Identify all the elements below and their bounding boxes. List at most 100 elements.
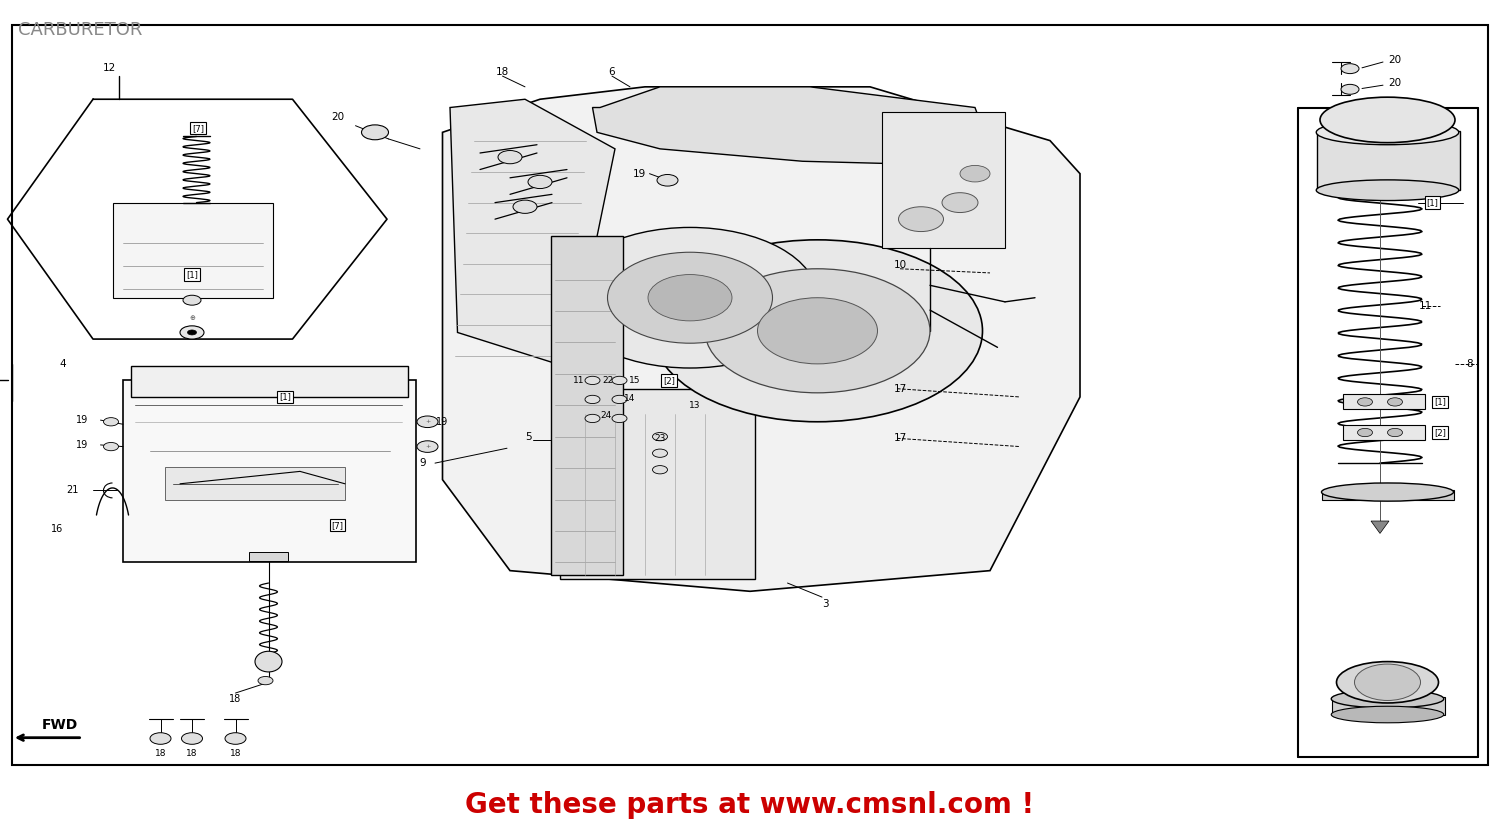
Text: [1]: [1] bbox=[186, 270, 198, 279]
Circle shape bbox=[612, 395, 627, 404]
Circle shape bbox=[225, 733, 246, 744]
Text: 11: 11 bbox=[1419, 301, 1431, 311]
Circle shape bbox=[942, 193, 978, 213]
Text: 9: 9 bbox=[420, 458, 426, 468]
Circle shape bbox=[513, 200, 537, 213]
Text: 14: 14 bbox=[624, 394, 636, 403]
Text: 19: 19 bbox=[76, 415, 88, 425]
Circle shape bbox=[1354, 664, 1420, 700]
Text: +: + bbox=[424, 444, 430, 449]
Bar bbox=[12, 25, 1488, 765]
Polygon shape bbox=[592, 87, 990, 165]
Text: 20: 20 bbox=[1389, 78, 1401, 88]
Ellipse shape bbox=[1322, 483, 1454, 501]
Text: 19: 19 bbox=[76, 440, 88, 450]
Bar bbox=[1342, 394, 1425, 409]
Text: [1]: [1] bbox=[1434, 398, 1446, 406]
Text: 4: 4 bbox=[60, 359, 66, 369]
Circle shape bbox=[150, 733, 171, 744]
Text: 17: 17 bbox=[894, 433, 906, 443]
Bar bbox=[560, 389, 754, 579]
Polygon shape bbox=[450, 99, 615, 368]
Text: 6: 6 bbox=[609, 67, 615, 77]
Circle shape bbox=[188, 330, 196, 335]
Ellipse shape bbox=[1317, 180, 1458, 201]
Ellipse shape bbox=[1332, 690, 1443, 708]
Polygon shape bbox=[1371, 521, 1389, 533]
Circle shape bbox=[1341, 84, 1359, 94]
Text: 19: 19 bbox=[633, 169, 645, 179]
Circle shape bbox=[657, 174, 678, 186]
Text: 20: 20 bbox=[332, 112, 344, 122]
Text: 16: 16 bbox=[51, 524, 63, 534]
Circle shape bbox=[1358, 398, 1372, 406]
Text: 18: 18 bbox=[186, 749, 198, 758]
Circle shape bbox=[612, 376, 627, 385]
Circle shape bbox=[104, 418, 118, 426]
Circle shape bbox=[182, 733, 203, 744]
Circle shape bbox=[562, 227, 818, 368]
Circle shape bbox=[498, 151, 522, 164]
Ellipse shape bbox=[1317, 120, 1458, 145]
Bar bbox=[123, 380, 416, 562]
Text: 10: 10 bbox=[894, 260, 906, 270]
Ellipse shape bbox=[255, 652, 282, 672]
Text: 20: 20 bbox=[1389, 55, 1401, 65]
Circle shape bbox=[180, 326, 204, 339]
Circle shape bbox=[183, 295, 201, 305]
Text: 15: 15 bbox=[628, 376, 640, 385]
Bar bbox=[130, 366, 408, 397]
Circle shape bbox=[758, 298, 878, 364]
Circle shape bbox=[960, 165, 990, 182]
Circle shape bbox=[1341, 64, 1359, 74]
Text: [2]: [2] bbox=[1434, 428, 1446, 437]
Text: 12: 12 bbox=[104, 63, 116, 73]
Bar bbox=[1317, 131, 1460, 190]
Bar bbox=[112, 203, 273, 298]
Circle shape bbox=[1358, 428, 1372, 437]
Text: [2]: [2] bbox=[663, 376, 675, 385]
Bar bbox=[550, 236, 622, 575]
Text: WWW.CMSNL.COM: WWW.CMSNL.COM bbox=[558, 487, 762, 505]
Circle shape bbox=[585, 376, 600, 385]
Circle shape bbox=[585, 395, 600, 404]
Text: 17: 17 bbox=[894, 384, 906, 394]
Circle shape bbox=[585, 414, 600, 423]
Circle shape bbox=[417, 416, 438, 428]
Text: ⊕: ⊕ bbox=[189, 315, 195, 322]
Circle shape bbox=[652, 240, 982, 422]
Text: 11: 11 bbox=[573, 376, 585, 385]
Polygon shape bbox=[442, 87, 1080, 591]
Text: 13: 13 bbox=[688, 401, 700, 409]
Text: CARBURETOR: CARBURETOR bbox=[18, 21, 142, 39]
Circle shape bbox=[652, 433, 668, 441]
Circle shape bbox=[898, 207, 944, 232]
Text: 18: 18 bbox=[154, 749, 166, 758]
Text: 5: 5 bbox=[525, 432, 531, 442]
Circle shape bbox=[1388, 398, 1402, 406]
Text: 23: 23 bbox=[654, 434, 666, 442]
Circle shape bbox=[258, 676, 273, 685]
Text: 18: 18 bbox=[496, 67, 508, 77]
Circle shape bbox=[652, 466, 668, 474]
Text: 8: 8 bbox=[1467, 359, 1473, 369]
Ellipse shape bbox=[1320, 98, 1455, 142]
Text: 24: 24 bbox=[600, 411, 612, 419]
Text: 3: 3 bbox=[822, 599, 828, 609]
Circle shape bbox=[648, 275, 732, 321]
Bar bbox=[1332, 697, 1444, 715]
Circle shape bbox=[705, 269, 930, 393]
Text: 18: 18 bbox=[230, 694, 242, 704]
Bar bbox=[1342, 425, 1425, 440]
Circle shape bbox=[528, 175, 552, 189]
Ellipse shape bbox=[1332, 706, 1443, 723]
Bar bbox=[249, 552, 288, 561]
Text: 21: 21 bbox=[66, 485, 78, 495]
Text: +: + bbox=[424, 419, 430, 424]
Circle shape bbox=[1388, 428, 1402, 437]
Text: [1]: [1] bbox=[279, 393, 291, 401]
Text: 18: 18 bbox=[230, 749, 242, 758]
Text: 22: 22 bbox=[602, 376, 613, 385]
Text: [7]: [7] bbox=[192, 124, 204, 132]
Circle shape bbox=[652, 449, 668, 457]
